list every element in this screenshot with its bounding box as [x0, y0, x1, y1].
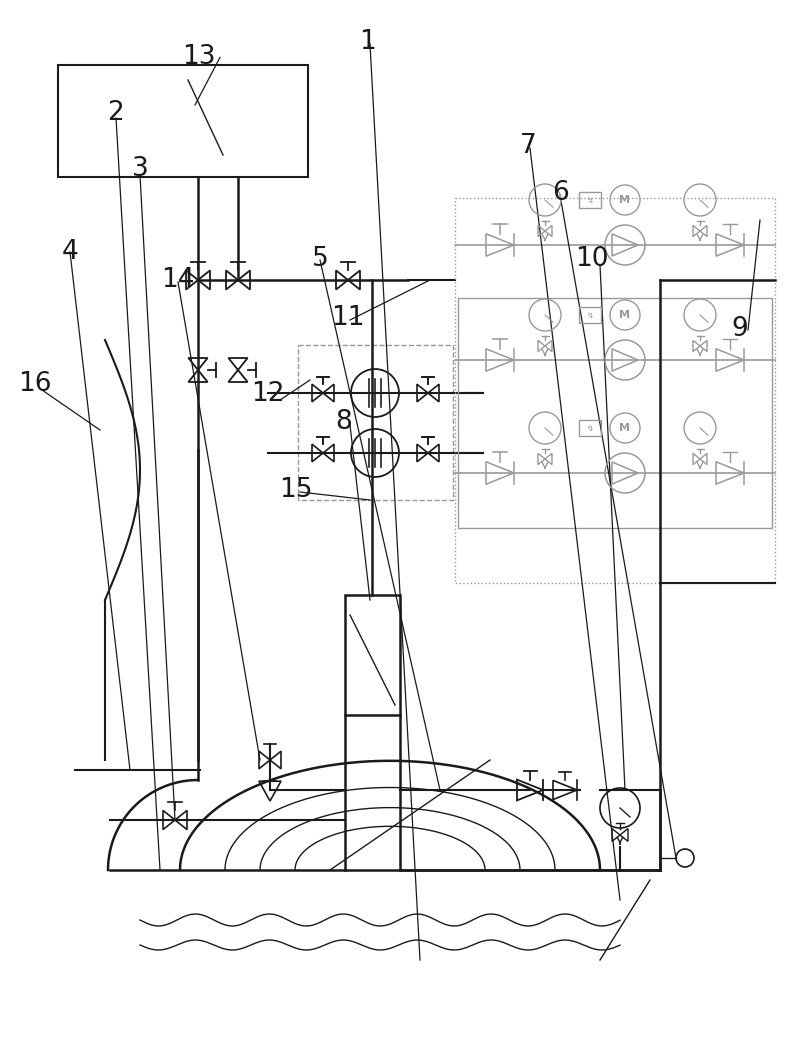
Text: M: M	[619, 310, 630, 320]
Text: 13: 13	[182, 45, 215, 70]
Bar	[455, 198, 775, 583]
Text: 16: 16	[18, 371, 51, 396]
Text: 8: 8	[336, 410, 352, 435]
Text: 1: 1	[360, 29, 376, 54]
Text: M: M	[619, 423, 630, 433]
Text: 12: 12	[251, 382, 285, 407]
Text: 6: 6	[552, 180, 568, 205]
Text: 2: 2	[108, 100, 124, 125]
Text: 5: 5	[312, 246, 328, 271]
Bar	[458, 298, 772, 528]
Bar	[345, 595, 400, 715]
Text: 10: 10	[575, 246, 609, 271]
Bar	[579, 307, 601, 323]
Bar	[58, 65, 308, 177]
Text: 14: 14	[161, 267, 194, 292]
Text: 15: 15	[279, 478, 313, 503]
Text: 4: 4	[62, 240, 78, 265]
Text: 7: 7	[520, 134, 536, 159]
Bar	[298, 345, 453, 500]
Text: 3: 3	[132, 156, 148, 181]
Bar	[579, 192, 601, 208]
Bar	[579, 420, 601, 436]
Text: ↯: ↯	[586, 311, 594, 319]
Text: ↯: ↯	[586, 423, 594, 433]
Text: 9: 9	[732, 316, 748, 341]
Text: M: M	[619, 195, 630, 205]
Text: ↯: ↯	[586, 195, 594, 204]
Text: 11: 11	[331, 306, 365, 331]
